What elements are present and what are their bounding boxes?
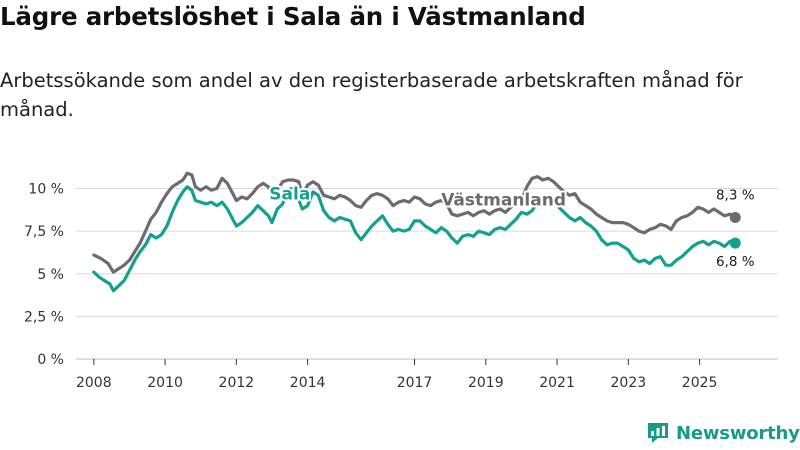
x-tick-label: 2023 [611, 375, 647, 391]
series-lines [92, 171, 741, 293]
y-tick-label: 2,5 % [24, 309, 64, 325]
x-tick-label: 2021 [539, 375, 575, 391]
line-chart: 0 % 2,5 % 5 % 7,5 % 10 % 2008 2010 2012 2014 201… [24, 171, 778, 391]
series-label-sala: Sala [269, 185, 310, 205]
y-tick-label: 0 % [37, 352, 64, 368]
y-tick-label: 10 % [28, 182, 64, 198]
series-line-västmanland [92, 171, 737, 274]
y-tick-label: 7,5 % [24, 224, 64, 240]
newsworthy-logo-icon [648, 423, 668, 443]
end-value-label-sala: 6,8 % [716, 254, 755, 270]
x-tick-label: 2025 [682, 375, 718, 391]
series-label-västmanland: Västmanland [441, 191, 566, 211]
endpoint-västmanland [729, 212, 741, 224]
brand-name: Newsworthy [676, 422, 800, 444]
x-tick-label: 2019 [468, 375, 504, 391]
newsworthy-logo: Newsworthy [646, 420, 800, 446]
y-axis-ticks: 0 % 2,5 % 5 % 7,5 % 10 % [24, 182, 64, 368]
series-line-sala [92, 185, 737, 293]
x-axis-ticks: 2008 2010 2012 2014 2017 2019 2021 2023 2025 [76, 359, 717, 391]
x-tick-label: 2008 [76, 375, 112, 391]
grid-lines [76, 188, 778, 360]
x-tick-label: 2014 [290, 375, 326, 391]
x-tick-label: 2017 [397, 375, 433, 391]
chart-subtitle: Arbetssökande som andel av den registerb… [0, 69, 743, 121]
y-tick-label: 5 % [37, 267, 64, 283]
end-value-label-västmanland: 8,3 % [716, 188, 755, 204]
chart-title: Lägre arbetslöshet i Sala än i Västmanla… [0, 2, 586, 31]
x-tick-label: 2012 [219, 375, 255, 391]
endpoint-sala [729, 237, 741, 249]
x-tick-label: 2010 [147, 375, 183, 391]
series-labels: Västmanland Sala 8,3 % 6,8 % [267, 183, 755, 270]
